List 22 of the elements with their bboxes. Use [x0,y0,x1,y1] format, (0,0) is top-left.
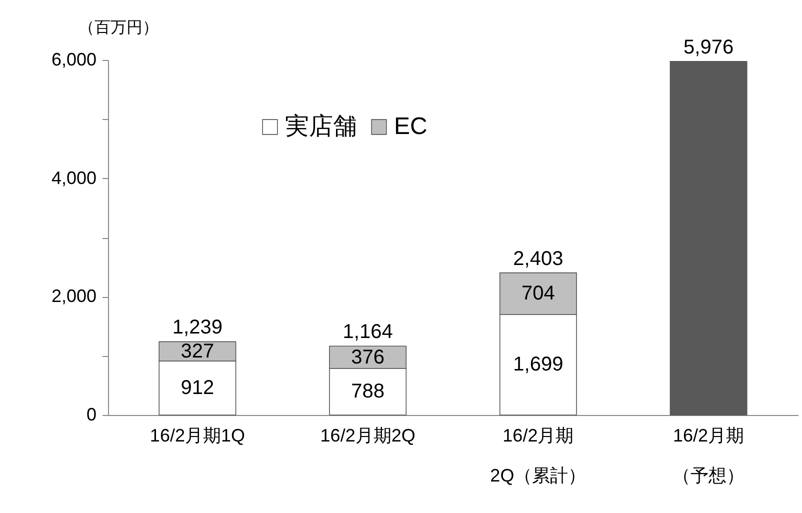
data-label: 788 [351,380,384,403]
data-label: 1,699 [513,354,564,376]
y-tick-label: 0 [86,404,96,424]
legend-label: EC [394,113,428,140]
y-tick-label: 2,000 [51,286,96,306]
data-label: 912 [180,377,214,400]
total-label: 2,403 [513,248,564,270]
total-label: 1,239 [172,316,222,339]
y-tick-label: 6,000 [51,50,96,70]
total-label: 1,164 [342,321,393,344]
total-label: 5,976 [684,36,734,58]
data-label: 327 [180,340,214,362]
y-tick-label: 4,000 [51,168,96,188]
data-label: 376 [351,346,384,368]
x-tick-label: 16/2月期1Q [150,426,245,446]
data-label: 704 [522,282,555,305]
x-tick-label: 16/2月期2Q [320,426,416,446]
x-tick-label: 16/2月期2Q（累計） [490,426,586,486]
y-axis-title: （百万円） [78,20,158,36]
legend-label: 実店舗 [285,113,357,140]
bar [670,61,748,416]
x-tick-label: 16/2月期（予想） [672,426,745,486]
